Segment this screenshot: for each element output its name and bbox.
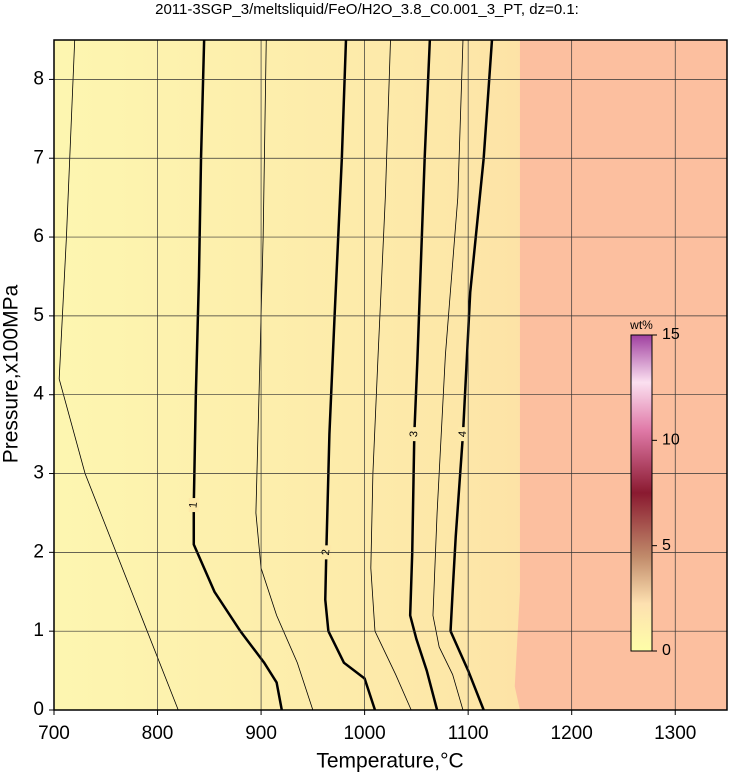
x-tick-label: 900 [245,723,277,744]
contour-label-bg [457,427,468,442]
y-tick-label: 1 [33,620,44,641]
contour-label: 1 [187,501,199,508]
colorbar-tick-label: 0 [662,642,671,659]
y-tick-label: 0 [33,699,44,720]
colorbar-tick-label: 15 [662,326,680,343]
x-tick-label: 1000 [343,723,385,744]
chart-title: 2011-3SGP_3/meltsliquid/FeO/H2O_3.8_C0.0… [155,1,579,18]
contour-label-bg [409,427,420,442]
x-tick-label: 800 [142,723,174,744]
y-tick-label: 4 [33,384,44,405]
x-tick-label: 1100 [448,723,489,744]
contour-line [370,39,412,711]
y-tick-label: 7 [33,147,44,168]
y-axis-label: Pressure,x100MPa [0,284,23,463]
colorbar-tick-label: 10 [662,432,680,449]
contour-line [449,39,494,711]
contour-label-bg [188,498,199,513]
colorbar-label: wt% [629,318,653,332]
x-axis-label: Temperature,°C [316,750,463,773]
saturated-region [514,40,727,710]
plot-frame [53,39,728,711]
y-tick-label: 8 [33,68,44,89]
contour-label: 3 [408,431,420,438]
x-tick-label: 1200 [551,723,593,744]
contour-label: 4 [457,431,469,438]
y-tick-label: 2 [33,541,44,562]
contour-line [255,39,314,711]
contour-line [432,39,464,711]
x-tick-label: 1300 [654,723,696,744]
y-tick-label: 3 [33,463,44,484]
colorbar-tick-label: 5 [662,537,671,554]
colorbar [630,334,653,652]
x-tick-label: 700 [38,723,70,744]
y-tick-label: 6 [33,226,44,247]
y-tick-label: 5 [33,305,44,326]
